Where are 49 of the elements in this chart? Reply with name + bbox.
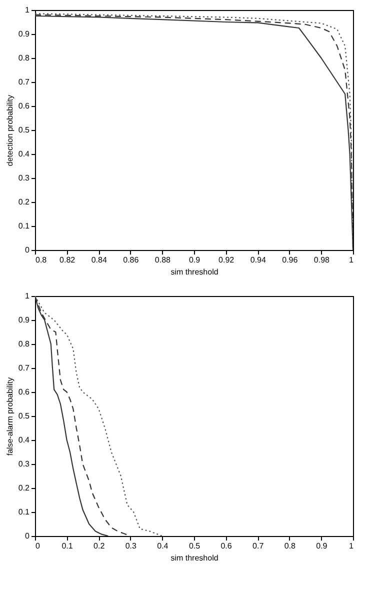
y-tick-label: 0.5: [18, 126, 30, 134]
x-tick-label: 0.6: [220, 542, 232, 550]
x-tick-label: 0.88: [154, 256, 172, 264]
y-tick-label: 0: [25, 532, 30, 540]
y-tick-label: 0.8: [18, 340, 30, 348]
y-tick-label: 0.5: [18, 412, 30, 420]
x-tick-label: 0: [36, 542, 40, 550]
x-tick-label: 0.92: [218, 256, 235, 264]
y-tick-label: 0.9: [18, 316, 30, 324]
x-tick-label: 0.5: [188, 542, 201, 550]
x-tick-label: 0.9: [188, 256, 201, 264]
y-axis-title: detection probability: [5, 94, 14, 166]
x-axis-title: sim threshold: [170, 268, 218, 276]
x-tick-label: 1: [349, 542, 354, 550]
x-tick-label: 0.9: [316, 542, 328, 550]
x-tick-label: 0.84: [91, 256, 108, 264]
y-tick-label: 0.6: [18, 388, 30, 396]
y-tick-label: 1: [25, 6, 30, 14]
y-tick-label: 0.9: [18, 30, 30, 38]
x-tick-label: 0.94: [250, 256, 266, 264]
x-tick-label: 0.2: [94, 542, 106, 550]
y-tick-label: 1: [25, 292, 30, 300]
line-series: [35, 296, 163, 536]
y-tick-label: 0.3: [18, 460, 30, 468]
x-axis-title: sim threshold: [170, 554, 218, 562]
y-axis-title: false-alarm probability: [5, 377, 14, 456]
y-tick-label: 0.1: [18, 222, 30, 230]
y-tick-label: 0.6: [18, 102, 30, 110]
x-tick-label: 0.82: [60, 256, 76, 264]
x-tick-label: 0.98: [314, 256, 330, 264]
x-tick-label: 0.4: [157, 542, 169, 550]
y-tick-label: 0.7: [18, 78, 30, 86]
x-tick-label: 0.1: [62, 542, 74, 550]
x-tick-label: 0.96: [282, 256, 298, 264]
x-tick-label: 0.86: [123, 256, 140, 264]
x-tick-label: 1: [349, 256, 354, 264]
y-tick-label: 0: [25, 246, 30, 254]
y-tick-label: 0.3: [18, 174, 30, 182]
x-tick-label: 0.3: [125, 542, 138, 550]
y-tick-label: 0.2: [18, 484, 30, 492]
y-tick-label: 0.7: [18, 364, 30, 372]
y-tick-label: 0.1: [18, 508, 30, 516]
y-tick-label: 0.8: [18, 54, 30, 62]
y-tick-label: 0.4: [18, 436, 30, 444]
x-tick-label: 0.7: [252, 542, 264, 550]
y-tick-label: 0.2: [18, 198, 30, 206]
x-tick-label: 0.8: [36, 256, 48, 264]
x-tick-label: 0.8: [284, 542, 296, 550]
y-tick-label: 0.4: [18, 150, 30, 158]
